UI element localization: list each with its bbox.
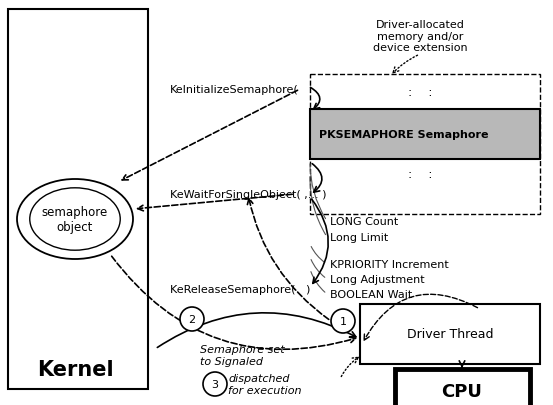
Bar	[310, 110, 540, 160]
Text: Long Adjustment: Long Adjustment	[330, 274, 425, 284]
Text: CPU: CPU	[441, 382, 482, 400]
Bar	[310, 75, 540, 215]
Text: KeReleaseSemaphore(   ): KeReleaseSemaphore( )	[170, 284, 310, 294]
Text: KeInitializeSemaphore(: KeInitializeSemaphore(	[170, 85, 299, 95]
Text: KeWaitForSingleObject( ,... ): KeWaitForSingleObject( ,... )	[170, 190, 326, 200]
Bar	[8, 10, 148, 389]
Circle shape	[331, 309, 355, 333]
Text: Semaphore set
to Signaled: Semaphore set to Signaled	[200, 344, 285, 366]
Text: PKSEMAPHORE Semaphore: PKSEMAPHORE Semaphore	[319, 130, 488, 140]
Bar	[395, 369, 530, 405]
Text: Kernel: Kernel	[36, 359, 113, 379]
Ellipse shape	[30, 188, 120, 251]
Text: LONG Count: LONG Count	[330, 216, 398, 226]
Text: :    :: : :	[408, 168, 432, 181]
Text: 3: 3	[211, 379, 218, 389]
Circle shape	[180, 307, 204, 331]
Text: :    :: : :	[408, 85, 432, 98]
Text: dispatched
for execution: dispatched for execution	[228, 373, 301, 395]
Text: BOOLEAN Wait: BOOLEAN Wait	[330, 289, 412, 299]
Text: 1: 1	[340, 316, 347, 326]
Bar	[360, 304, 540, 364]
Text: Long Limit: Long Limit	[330, 232, 388, 243]
Ellipse shape	[17, 179, 133, 259]
Circle shape	[203, 372, 227, 396]
Text: Driver Thread: Driver Thread	[407, 328, 493, 341]
Text: Driver-allocated
memory and/or
device extension: Driver-allocated memory and/or device ex…	[373, 20, 467, 53]
Text: 2: 2	[189, 314, 196, 324]
Text: semaphore
object: semaphore object	[42, 205, 108, 233]
Text: KPRIORITY Increment: KPRIORITY Increment	[330, 259, 448, 269]
